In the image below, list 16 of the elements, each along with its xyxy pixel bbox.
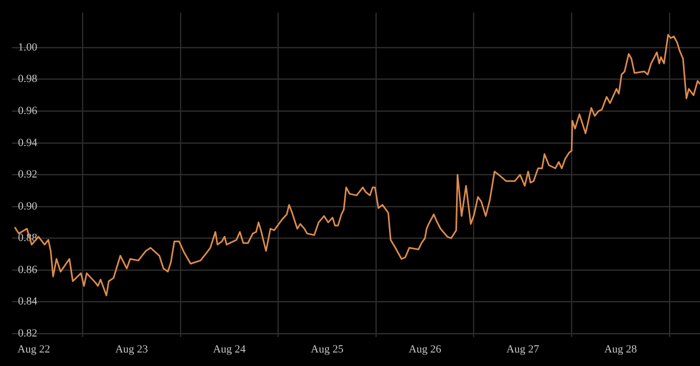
y-tick-label: 0.92 — [18, 168, 38, 181]
x-tick-label: Aug 24 — [212, 343, 246, 356]
y-tick-label: 1.00 — [18, 41, 38, 54]
x-tick-label: Aug 22 — [17, 343, 50, 356]
x-tick-label: Aug 27 — [506, 343, 540, 356]
y-tick-label: 0.84 — [18, 296, 38, 308]
y-tick-label: 0.86 — [18, 264, 38, 276]
x-tick-label: Aug 25 — [310, 343, 344, 356]
x-tick-label: Aug 28 — [604, 343, 638, 356]
y-tick-label: 0.90 — [18, 200, 38, 212]
x-tick-label: Aug 26 — [408, 343, 442, 356]
y-tick-label: 0.96 — [18, 105, 38, 118]
y-tick-label: 0.94 — [18, 136, 38, 149]
x-tick-label: Aug 23 — [115, 343, 148, 356]
y-tick-label: 0.82 — [18, 328, 38, 340]
y-tick-label: 0.98 — [18, 73, 38, 86]
